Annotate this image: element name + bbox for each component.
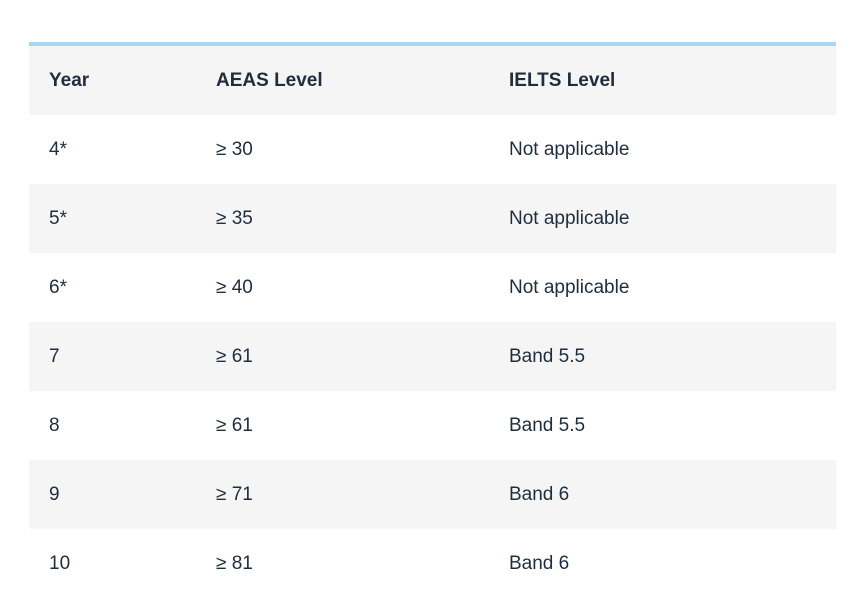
cell-year: 6* (49, 276, 67, 298)
cell-aeas-level: ≥ 30 (216, 138, 253, 160)
table-header-row: Year AEAS Level IELTS Level (29, 46, 836, 115)
cell-ielts-level: Band 6 (509, 483, 570, 505)
cell-aeas-level: ≥ 71 (216, 483, 253, 505)
cell-year: 9 (49, 483, 60, 505)
table-row: 8 ≥ 61 Band 5.5 (29, 391, 836, 460)
cell-year: 4* (49, 138, 67, 160)
table-top-border (29, 42, 836, 46)
header-year: Year (49, 69, 90, 91)
cell-ielts-level: Not applicable (509, 138, 630, 160)
table-row: 10 ≥ 81 Band 6 (29, 529, 836, 598)
requirements-table-container: Year AEAS Level IELTS Level 4* ≥ 30 Not … (29, 42, 836, 598)
table-row: 4* ≥ 30 Not applicable (29, 115, 836, 184)
cell-aeas-level: ≥ 61 (216, 345, 253, 367)
table-row: 6* ≥ 40 Not applicable (29, 253, 836, 322)
cell-ielts-level: Band 5.5 (509, 414, 586, 436)
header-ielts-level: IELTS Level (509, 69, 616, 91)
cell-year: 5* (49, 207, 67, 229)
table-row: 7 ≥ 61 Band 5.5 (29, 322, 836, 391)
cell-aeas-level: ≥ 35 (216, 207, 253, 229)
cell-year: 10 (49, 552, 71, 574)
table-row: 9 ≥ 71 Band 6 (29, 460, 836, 529)
table-row: 5* ≥ 35 Not applicable (29, 184, 836, 253)
cell-ielts-level: Not applicable (509, 207, 630, 229)
cell-aeas-level: ≥ 40 (216, 276, 253, 298)
language-requirements-table: Year AEAS Level IELTS Level 4* ≥ 30 Not … (29, 46, 836, 598)
header-aeas-level: AEAS Level (216, 69, 323, 91)
cell-ielts-level: Not applicable (509, 276, 630, 298)
cell-ielts-level: Band 5.5 (509, 345, 586, 367)
cell-ielts-level: Band 6 (509, 552, 570, 574)
cell-year: 7 (49, 345, 60, 367)
cell-year: 8 (49, 414, 60, 436)
cell-aeas-level: ≥ 81 (216, 552, 253, 574)
cell-aeas-level: ≥ 61 (216, 414, 253, 436)
